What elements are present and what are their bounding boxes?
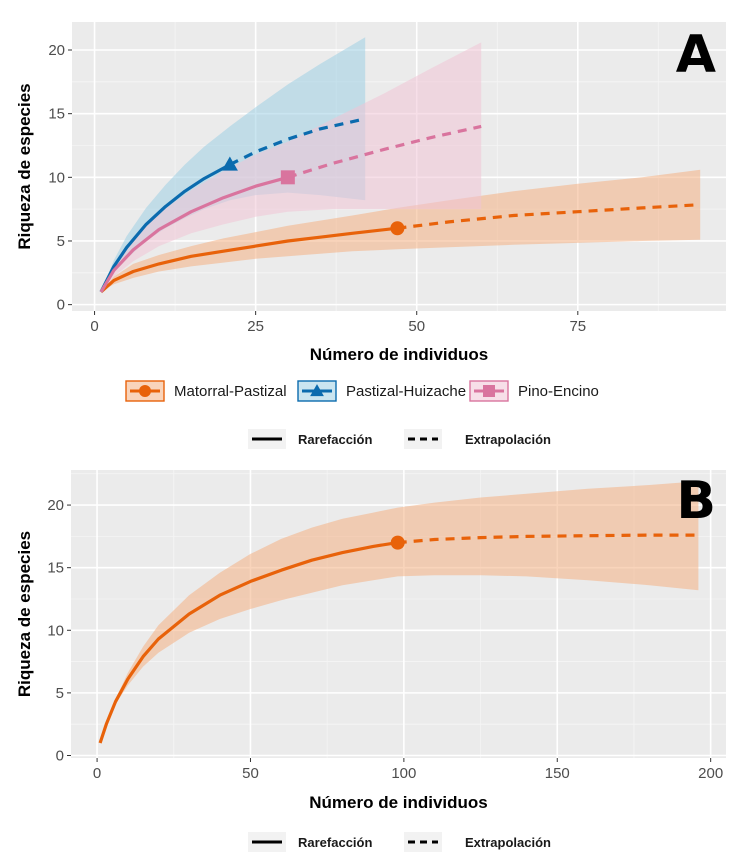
y-tick-label: 5	[57, 233, 65, 250]
extrapolation-line	[397, 203, 701, 230]
x-tick-label: 100	[391, 765, 416, 782]
legend-label: Matorral-Pastizal	[174, 383, 287, 400]
axis-ticks: 0 50 100 150 200 0 5 10 15 20	[47, 497, 723, 782]
legend-methods: Rarefacción Extrapolación	[248, 429, 551, 449]
panel-label: A	[676, 25, 716, 85]
panel-label: B	[676, 471, 716, 531]
legend-label: Rarefacción	[298, 432, 372, 447]
confidence-band	[101, 42, 482, 292]
legend-item: Rarefacción	[248, 832, 372, 852]
x-tick-label: 150	[545, 765, 570, 782]
series-lines	[98, 533, 699, 744]
observed-markers	[390, 535, 405, 550]
rarefaction-line	[99, 175, 289, 293]
panel-a: 0 25 50 75 0 5 10 15 20 Número de individuos Riq…	[15, 22, 726, 364]
legend-label: Extrapolación	[465, 835, 551, 850]
x-axis-title: Número de individuos	[310, 345, 489, 364]
observed-point	[280, 170, 295, 185]
series-lines	[99, 117, 701, 294]
extrapolation-line	[397, 533, 699, 545]
y-tick-label: 0	[56, 747, 64, 764]
legend-label: Rarefacción	[298, 835, 372, 850]
legend-methods: Rarefacción Extrapolación	[248, 832, 551, 852]
axis-ticks: 0 25 50 75 0 5 10 15 20	[48, 42, 586, 335]
legend-label: Pino-Encino	[518, 383, 599, 400]
legend-sites: Matorral-Pastizal Pastizal-Huizache Pino-E…	[125, 380, 599, 402]
x-tick-label: 25	[247, 318, 264, 335]
confidence-band	[100, 481, 699, 743]
y-tick-label: 5	[56, 685, 64, 702]
y-tick-label: 0	[57, 297, 65, 314]
rarefaction-line	[99, 163, 231, 293]
x-tick-label: 50	[408, 318, 425, 335]
rarefaction-line	[99, 226, 398, 294]
observed-point	[390, 535, 405, 550]
panel-b: 0 50 100 150 200 0 5 10 15 20 Número de individuo…	[15, 470, 726, 812]
observed-markers	[221, 156, 405, 236]
legend-item: Extrapolación	[404, 429, 551, 449]
triangle-marker-icon	[310, 384, 324, 397]
y-tick-label: 15	[47, 560, 64, 577]
legend-label: Pastizal-Huizache	[346, 383, 466, 400]
y-tick-label: 15	[48, 106, 65, 123]
legend-item: Extrapolación	[404, 832, 551, 852]
x-tick-label: 200	[698, 765, 723, 782]
y-axis-title: Riqueza de especies	[15, 531, 34, 697]
x-tick-label: 75	[569, 318, 586, 335]
square-marker-icon	[483, 385, 495, 397]
rarefaction-line	[98, 541, 398, 744]
circle-marker-icon	[139, 385, 151, 397]
x-axis-title: Número de individuos	[309, 793, 488, 812]
confidence-bands	[100, 481, 699, 743]
x-tick-label: 0	[90, 318, 98, 335]
observed-point	[390, 221, 405, 236]
extrapolation-line	[229, 117, 366, 167]
legend-item: Rarefacción	[248, 429, 372, 449]
legend-item: Pino-Encino	[469, 380, 599, 402]
legend-label: Extrapolación	[465, 432, 551, 447]
observed-point	[221, 156, 238, 171]
extrapolation-line	[287, 124, 482, 179]
y-tick-label: 10	[48, 169, 65, 186]
y-axis-title: Riqueza de especies	[15, 83, 34, 249]
legend-item: Pastizal-Huizache	[297, 380, 466, 402]
y-tick-label: 20	[48, 42, 65, 59]
legend-item: Matorral-Pastizal	[125, 380, 287, 402]
y-tick-label: 20	[47, 497, 64, 514]
y-tick-label: 10	[47, 622, 64, 639]
x-tick-label: 50	[242, 765, 259, 782]
x-tick-label: 0	[93, 765, 101, 782]
